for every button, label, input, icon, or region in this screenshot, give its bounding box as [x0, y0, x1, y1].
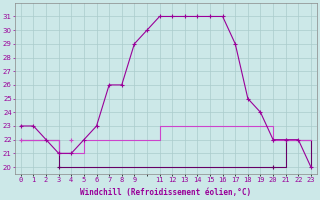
X-axis label: Windchill (Refroidissement éolien,°C): Windchill (Refroidissement éolien,°C) — [80, 188, 252, 197]
